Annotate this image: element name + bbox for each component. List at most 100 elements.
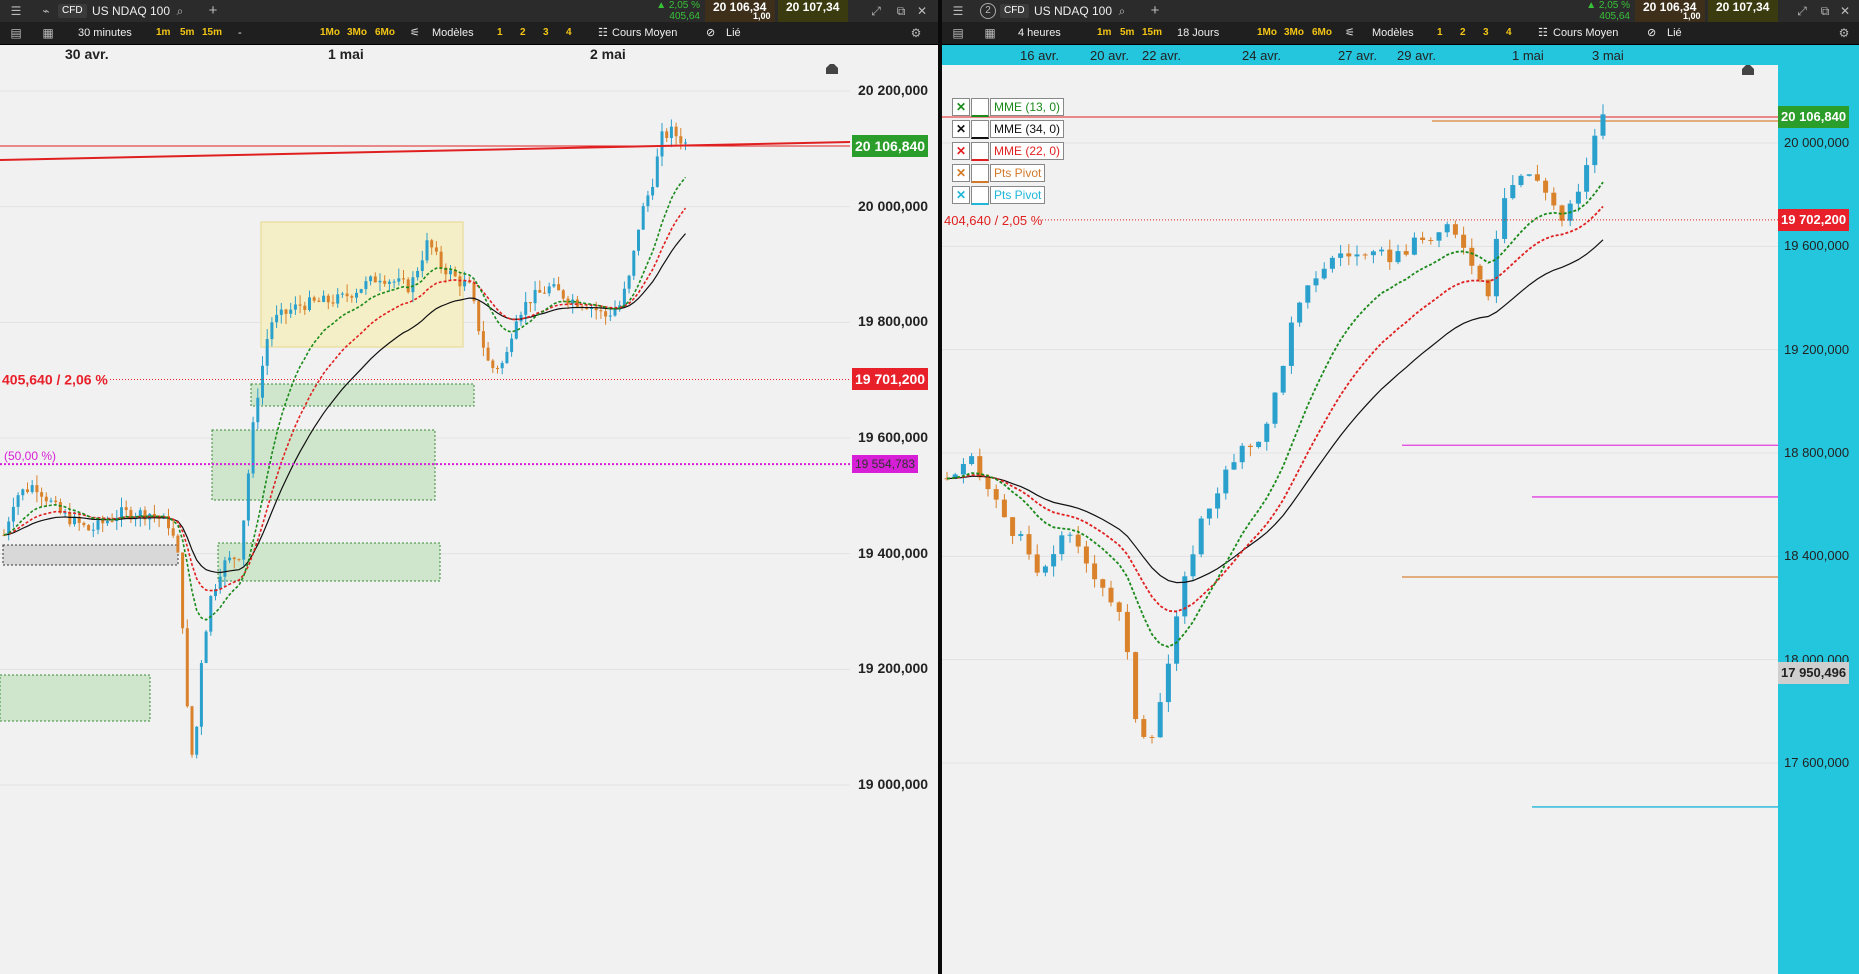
line-style-icon[interactable] — [971, 142, 989, 161]
right-chart-panel[interactable]: ☰ 2 CFD US NDAQ 100 ⌕ + ▲ 2,05 % 405,64 2… — [942, 0, 1859, 974]
remove-indicator-icon[interactable]: ✕ — [952, 142, 970, 160]
remove-indicator-icon[interactable]: ✕ — [952, 120, 970, 138]
preset-2[interactable]: 2 — [1460, 27, 1466, 38]
expand-icon[interactable]: ⤢ — [1797, 4, 1807, 18]
candle-body — [1346, 253, 1352, 257]
avg-price-button[interactable]: Cours Moyen — [1553, 27, 1619, 39]
remove-indicator-icon[interactable]: ✕ — [952, 164, 970, 182]
indicator-label[interactable]: Pts Pivot — [990, 164, 1046, 182]
bid-price[interactable]: 20 106,34 1,00 — [1635, 0, 1705, 22]
preset-4[interactable]: 4 — [566, 27, 572, 38]
candle-body — [1551, 192, 1557, 206]
candle-body — [1026, 534, 1032, 555]
left-chart-panel[interactable]: ☰ ⌁ CFD US NDAQ 100 ⌕ + ▲ 2,05 % 405,64 2… — [0, 0, 938, 974]
close-icon[interactable]: ✕ — [1839, 4, 1851, 18]
remove-indicator-icon[interactable]: ✕ — [952, 186, 970, 204]
left-chart-canvas[interactable]: 405,640 / 2,06 % (50,00 %) — [0, 64, 938, 974]
preset-3[interactable]: 3 — [543, 27, 549, 38]
menu-icon[interactable]: ☰ — [10, 4, 22, 18]
timeframe-select[interactable]: 30 minutes — [78, 27, 132, 39]
right-chart-canvas[interactable]: 404,640 / 2,05 % — [942, 65, 1859, 974]
candle-body — [397, 278, 401, 282]
indicator-label[interactable]: MME (34, 0) — [990, 120, 1065, 138]
candle-body — [510, 338, 514, 352]
preset-4[interactable]: 4 — [1506, 27, 1512, 38]
timeframe-select[interactable]: 4 heures — [1018, 27, 1061, 39]
candle-body — [195, 726, 199, 755]
expand-icon[interactable]: ⤢ — [871, 4, 881, 18]
indicator-label[interactable]: MME (22, 0) — [990, 142, 1065, 160]
cfd-badge: CFD — [1000, 4, 1029, 18]
candle-body — [120, 507, 123, 518]
instrument-name[interactable]: US NDAQ 100 — [1034, 4, 1113, 18]
left-price-axis[interactable]: 20 200,000 20 000,000 19 800,000 19 600,000… — [850, 64, 938, 974]
line-style-icon[interactable] — [971, 186, 989, 205]
candle-body — [49, 500, 53, 502]
candle-body — [679, 136, 683, 144]
interval-5m[interactable]: 5m — [1120, 27, 1135, 38]
candle-body — [1370, 251, 1376, 256]
panel-divider[interactable] — [938, 0, 942, 974]
indicator-label[interactable]: MME (13, 0) — [990, 98, 1065, 116]
models-button[interactable]: Modèles — [1372, 27, 1414, 39]
interval-15m[interactable]: 15m — [202, 27, 223, 38]
candle-body — [420, 260, 424, 271]
close-icon[interactable]: ✕ — [916, 4, 928, 18]
candle-body — [1526, 174, 1532, 176]
interval-1m[interactable]: 1m — [1097, 27, 1112, 38]
add-tab-icon[interactable]: + — [208, 2, 218, 19]
candle-body — [110, 521, 114, 523]
interval-15m[interactable]: 15m — [1142, 27, 1163, 38]
layout-icon[interactable]: ▦ — [984, 26, 996, 40]
line-style-icon[interactable] — [971, 164, 989, 183]
preset-3[interactable]: 3 — [1483, 27, 1489, 38]
range-6mo[interactable]: 6Mo — [375, 27, 395, 38]
date-label: 3 mai — [1592, 48, 1624, 63]
settings-icon[interactable]: ⚙ — [1838, 26, 1850, 40]
indicator-label[interactable]: Pts Pivot — [990, 186, 1046, 204]
range-3mo[interactable]: 3Mo — [347, 27, 367, 38]
linked-button[interactable]: Lié — [726, 27, 741, 39]
preset-2[interactable]: 2 — [520, 27, 526, 38]
range-3mo[interactable]: 3Mo — [1284, 27, 1304, 38]
avg-price-button[interactable]: Cours Moyen — [612, 27, 678, 39]
candle-body — [1338, 253, 1344, 258]
list-icon[interactable]: ▤ — [952, 26, 964, 40]
candle-body — [21, 489, 25, 496]
list-icon[interactable]: ▤ — [10, 26, 22, 40]
candle-body — [608, 315, 612, 317]
search-icon[interactable]: ⌕ — [1118, 4, 1126, 18]
candle-body — [242, 520, 246, 560]
menu-icon[interactable]: ☰ — [952, 4, 964, 18]
line-style-icon[interactable] — [971, 120, 989, 139]
popout-icon[interactable]: ⧉ — [896, 4, 906, 18]
linked-button[interactable]: Lié — [1667, 27, 1682, 39]
instrument-name[interactable]: US NDAQ 100 — [92, 4, 171, 18]
add-tab-icon[interactable]: + — [1150, 2, 1160, 19]
line-style-icon[interactable] — [971, 98, 989, 117]
settings-icon[interactable]: ⚙ — [910, 26, 922, 40]
interval-1m[interactable]: 1m — [156, 27, 171, 38]
range-1mo[interactable]: 1Mo — [1257, 27, 1277, 38]
ask-price[interactable]: 20 107,34 — [778, 0, 848, 22]
candle-body — [969, 456, 975, 464]
range-select[interactable]: 18 Jours — [1177, 27, 1220, 39]
price-tick-label: 20 000,000 — [1784, 135, 1850, 150]
bid-price[interactable]: 20 106,34 1,00 — [705, 0, 775, 22]
preset-1[interactable]: 1 — [1437, 27, 1443, 38]
right-price-axis[interactable]: 20 000,000 19 600,000 19 200,000 18 800,000… — [1778, 65, 1859, 974]
spread: 1,00 — [1683, 11, 1701, 21]
candle-body — [1157, 702, 1163, 738]
layout-icon[interactable]: ▦ — [42, 26, 54, 40]
candle-body — [637, 229, 640, 251]
range-6mo[interactable]: 6Mo — [1312, 27, 1332, 38]
preset-1[interactable]: 1 — [497, 27, 503, 38]
candle-body — [463, 281, 467, 287]
range-1mo[interactable]: 1Mo — [320, 27, 340, 38]
ask-price[interactable]: 20 107,34 — [1708, 0, 1778, 22]
popout-icon[interactable]: ⧉ — [1820, 4, 1830, 18]
remove-indicator-icon[interactable]: ✕ — [952, 98, 970, 116]
interval-5m[interactable]: 5m — [180, 27, 195, 38]
models-button[interactable]: Modèles — [432, 27, 474, 39]
search-icon[interactable]: ⌕ — [176, 4, 184, 18]
